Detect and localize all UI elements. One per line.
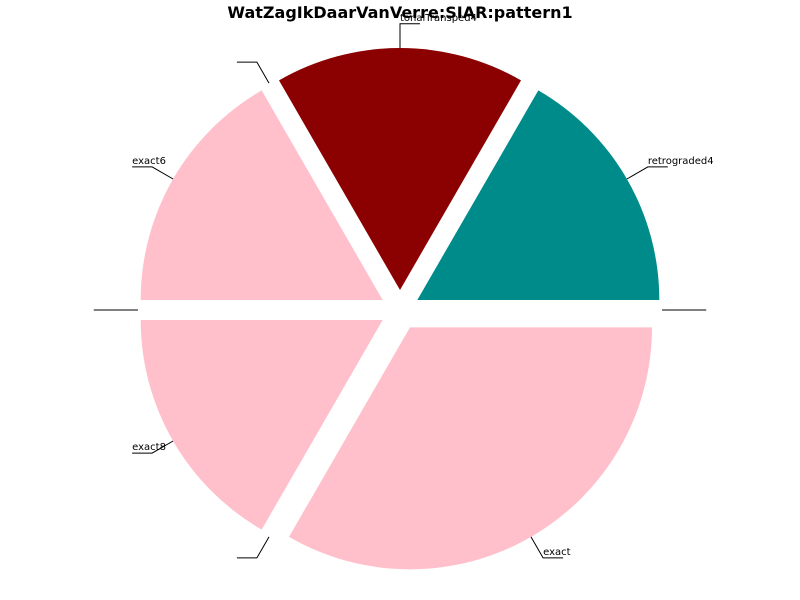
pie-slices	[140, 47, 660, 570]
label-leader-line	[236, 536, 270, 559]
pie-slice-exact8	[140, 320, 383, 530]
label-leader-line	[626, 166, 668, 180]
pie-slice-exact6	[140, 90, 383, 301]
pie-slice-exact	[289, 327, 652, 570]
pie-slice-tonalTransped4	[279, 47, 521, 290]
label-leader-line	[399, 23, 420, 48]
label-leader-line	[236, 61, 270, 84]
label-leader-line	[132, 166, 174, 180]
slice-label-exact8: exact8	[132, 442, 166, 453]
slice-label-exact6: exact6	[132, 156, 166, 167]
chart-title: WatZagIkDaarVanVerre:SIAR:pattern1	[227, 3, 573, 22]
slice-label-tonalTransped4: tonalTransped4	[400, 13, 477, 24]
slice-label-retrograded4: retrograded4	[648, 156, 714, 167]
label-leader-line	[132, 440, 174, 454]
label-leader-line	[530, 536, 564, 559]
pie-slice-retrograded4	[417, 90, 660, 301]
slice-label-exact: exact	[543, 547, 571, 558]
pie-labels: retrograded4 tonalTransped4 exact6 exact8 ex…	[93, 13, 714, 559]
